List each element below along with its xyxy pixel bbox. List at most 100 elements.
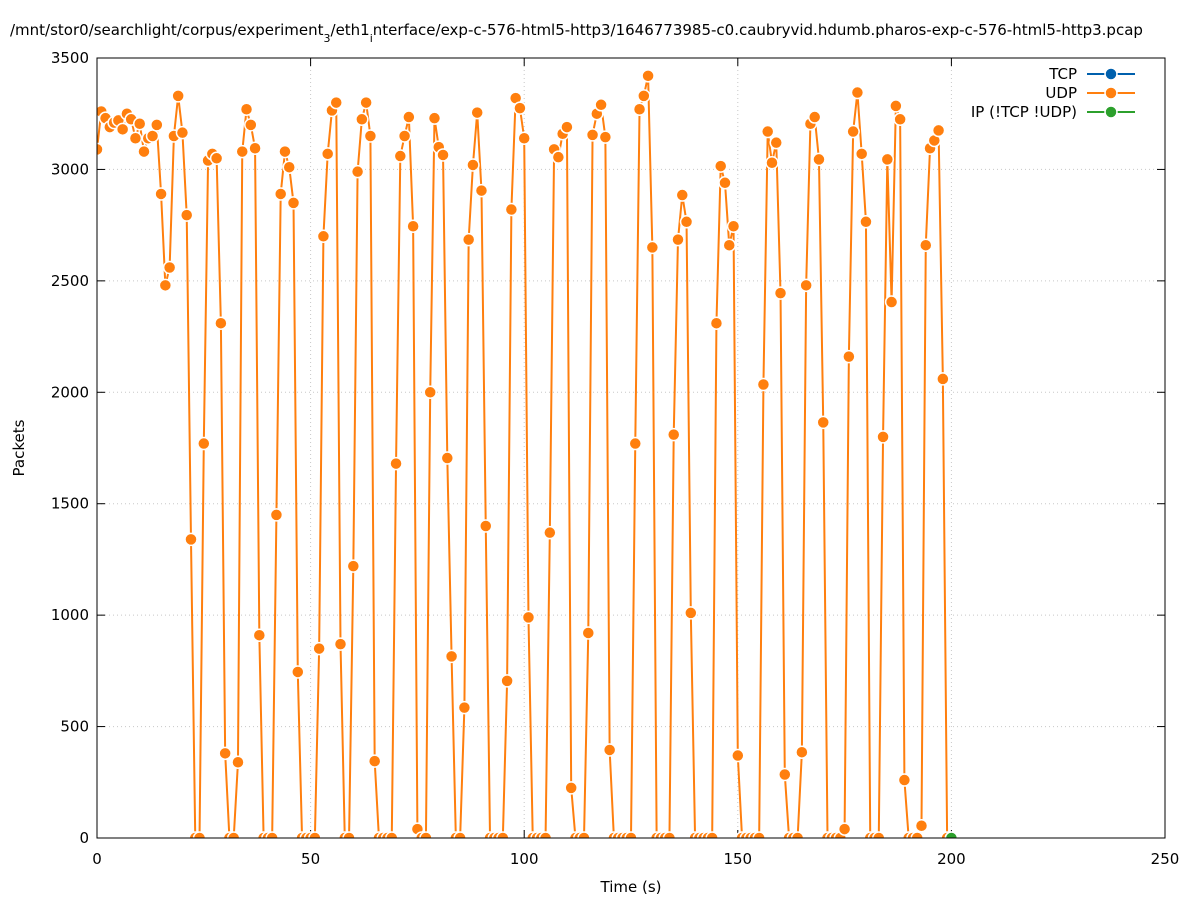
data-point [897,773,912,787]
data-point [231,755,245,769]
data-point [235,144,249,159]
data-point [854,147,869,161]
title-subscript: 3 [324,32,331,45]
data-point [461,232,476,247]
data-point [239,102,254,117]
data-point [385,831,399,838]
data-point [179,208,194,222]
data-point [564,781,578,795]
data-point [675,188,690,202]
data-point [551,150,566,164]
x-axis-label: Time (s) [600,878,662,896]
data-point [209,151,224,166]
data-point [893,112,907,127]
y-tick-label: 3000 [51,160,89,178]
data-point [419,831,433,838]
data-point [538,831,553,838]
data-point [731,748,745,763]
y-tick-label: 0 [79,829,89,847]
data-point [132,116,147,131]
data-point [756,377,771,392]
data-point [154,187,168,201]
data-point [457,700,472,715]
data-point [521,610,536,625]
data-point [645,240,660,255]
data-point [197,436,211,451]
data-point [367,754,382,768]
data-point [423,385,437,400]
data-point [889,99,903,113]
data-point [914,818,929,833]
data-point [880,152,895,167]
data-point [812,152,826,167]
legend-label: TCP [1048,65,1077,83]
data-point [440,451,455,465]
data-point [795,745,809,759]
data-point [752,831,766,838]
data-point [355,112,369,127]
data-point [846,124,860,139]
data-point [765,155,779,170]
data-point [837,822,852,836]
data-point [359,95,373,110]
data-point [150,118,164,132]
data-point [226,831,241,838]
data-point [598,130,613,144]
grid: 0 50 100 150 200 2500500100015002000250030003… [51,49,1180,868]
data-point [718,176,732,190]
data-point [97,142,104,157]
data-point [466,158,480,172]
data-point [577,831,591,838]
data-point [637,89,651,103]
x-tick-label: 50 [301,850,320,868]
data-point [859,215,873,229]
y-tick-label: 2000 [51,383,89,401]
data-point [684,606,698,620]
data-point [244,118,258,132]
data-point [402,110,416,124]
data-point [919,238,933,252]
data-point [760,124,775,139]
data-point [474,183,489,198]
data-point [406,219,420,234]
y-tick-label: 3500 [51,49,89,67]
legend-marker [1104,105,1118,119]
data-point [248,141,262,156]
data-point [175,125,190,140]
data-point [162,260,177,275]
data-point [713,159,728,173]
legend-label: UDP [1045,84,1077,102]
data-point [393,149,408,163]
data-point [312,641,326,656]
data-point [291,665,305,679]
data-point [722,238,737,252]
chart-title: /mnt/stor0/searchlight/corpus/experiment… [10,21,1143,45]
data-point [662,831,677,838]
data-point [705,831,719,838]
legend-marker [1104,86,1118,100]
data-point [333,637,348,651]
data-point [444,649,459,664]
data-point [308,831,322,838]
data-point [513,101,527,115]
data-point [790,831,805,838]
y-tick-label: 500 [60,718,89,736]
plot-area [97,69,959,838]
data-point [679,215,694,229]
data-point [726,219,741,234]
data-point [470,105,484,120]
data-point [453,831,467,838]
data-point [128,131,143,145]
data-point [342,831,356,838]
data-point [778,767,792,782]
data-point [282,160,296,174]
data-point [184,532,198,547]
x-tick-label: 150 [723,850,752,868]
data-point [479,519,493,533]
title-part: /eth1 [331,21,370,39]
data-point [329,95,343,110]
data-point [773,286,788,300]
data-point [389,456,403,471]
